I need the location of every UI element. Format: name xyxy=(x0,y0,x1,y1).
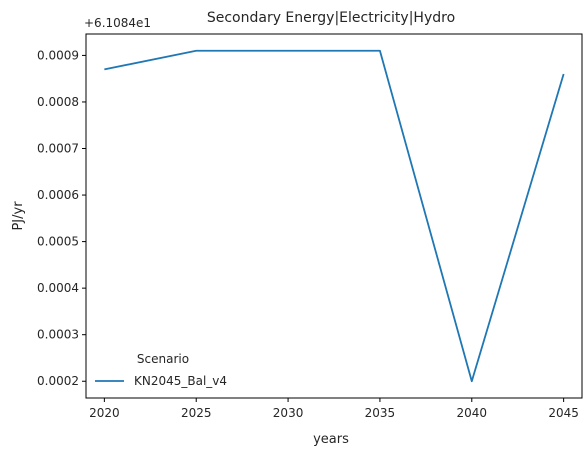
x-axis-label: years xyxy=(313,432,349,447)
legend-label: KN2045_Bal_v4 xyxy=(134,374,227,388)
x-tick-label: 2020 xyxy=(89,406,120,420)
x-tick-label: 2045 xyxy=(548,406,579,420)
y-axis-ticks: 0.0002 0.0003 0.0004 0.0005 0.0006 0.0007 0.00… xyxy=(37,48,86,388)
y-tick-label: 0.0004 xyxy=(37,281,79,295)
y-tick-label: 0.0008 xyxy=(37,95,79,109)
y-tick-label: 0.0005 xyxy=(37,235,79,249)
x-tick-label: 2040 xyxy=(457,406,488,420)
y-tick-label: 0.0007 xyxy=(37,142,79,156)
series-lines xyxy=(104,49,565,383)
chart-title: Secondary Energy|Electricity|Hydro xyxy=(207,10,455,26)
plot-frame xyxy=(85,33,583,399)
y-tick-label: 0.0006 xyxy=(37,188,79,202)
series-line-0 xyxy=(104,49,565,383)
x-tick-label: 2025 xyxy=(181,406,212,420)
y-tick-label: 0.0003 xyxy=(37,328,79,342)
x-axis-ticks: 2020 2025 2030 2035 2040 2045 xyxy=(89,398,579,420)
y-tick-label: 0.0009 xyxy=(37,48,79,62)
y-axis-label: PJ/yr xyxy=(11,201,26,231)
legend-title: Scenario xyxy=(137,352,189,366)
legend: Scenario KN2045_Bal_v4 xyxy=(95,352,227,388)
x-tick-label: 2030 xyxy=(273,406,304,420)
y-tick-label: 0.0002 xyxy=(37,374,79,388)
y-offset-label: +6.1084e1 xyxy=(84,16,151,30)
x-tick-label: 2035 xyxy=(365,406,396,420)
